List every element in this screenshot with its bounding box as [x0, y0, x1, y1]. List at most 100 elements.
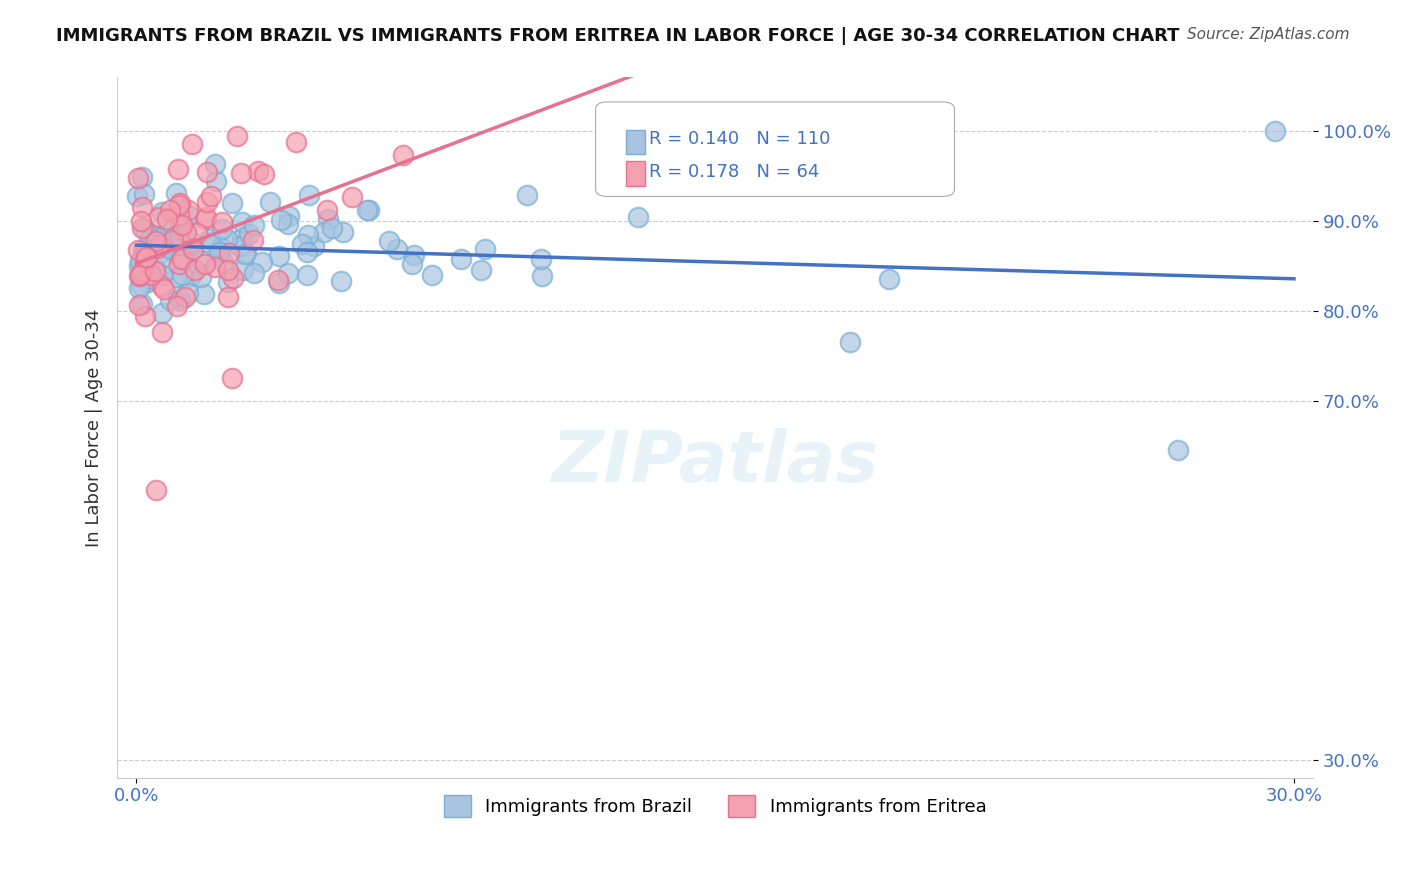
Immigrants from Brazil: [332, 226, 354, 240]
Immigrants from Eritrea: [135, 251, 157, 265]
Immigrants from Eritrea: [225, 128, 247, 143]
Immigrants from Eritrea: [150, 326, 173, 340]
Immigrants from Brazil: [243, 266, 266, 280]
Text: R = 0.178   N = 64: R = 0.178 N = 64: [650, 163, 820, 181]
Immigrants from Brazil: [129, 278, 152, 293]
Immigrants from Eritrea: [194, 256, 217, 270]
Immigrants from Eritrea: [131, 220, 153, 235]
Immigrants from Eritrea: [194, 210, 217, 224]
Immigrants from Eritrea: [186, 226, 208, 240]
Immigrants from Brazil: [150, 268, 173, 282]
Immigrants from Brazil: [134, 268, 156, 282]
Immigrants from Eritrea: [166, 299, 188, 313]
Immigrants from Brazil: [291, 236, 314, 251]
Immigrants from Eritrea: [149, 237, 172, 252]
Immigrants from Brazil: [134, 248, 156, 262]
Immigrants from Brazil: [149, 253, 172, 268]
Immigrants from Brazil: [150, 306, 173, 320]
Immigrants from Eritrea: [129, 214, 152, 228]
Immigrants from Eritrea: [174, 290, 197, 304]
Immigrants from Eritrea: [162, 233, 184, 247]
Immigrants from Brazil: [316, 212, 339, 227]
FancyBboxPatch shape: [626, 130, 645, 154]
Immigrants from Brazil: [233, 246, 256, 260]
Immigrants from Eritrea: [200, 188, 222, 202]
Immigrants from Brazil: [474, 242, 496, 256]
Immigrants from Brazil: [163, 228, 186, 243]
Immigrants from Brazil: [169, 252, 191, 267]
Immigrants from Eritrea: [156, 212, 179, 227]
Immigrants from Brazil: [132, 187, 155, 202]
Immigrants from Brazil: [131, 169, 153, 184]
Immigrants from Eritrea: [204, 260, 226, 274]
Immigrants from Eritrea: [284, 135, 307, 149]
Immigrants from Brazil: [250, 255, 273, 269]
Immigrants from Brazil: [146, 236, 169, 251]
Immigrants from Brazil: [129, 254, 152, 268]
Immigrants from Brazil: [159, 293, 181, 307]
Immigrants from Eritrea: [211, 214, 233, 228]
Immigrants from Eritrea: [127, 243, 149, 257]
Immigrants from Brazil: [127, 188, 149, 202]
Immigrants from Brazil: [138, 275, 160, 289]
Y-axis label: In Labor Force | Age 30-34: In Labor Force | Age 30-34: [86, 309, 103, 547]
Immigrants from Brazil: [136, 239, 159, 253]
Immigrants from Brazil: [179, 238, 201, 252]
Immigrants from Eritrea: [167, 161, 190, 176]
Immigrants from Brazil: [153, 237, 176, 252]
Immigrants from Brazil: [176, 285, 198, 300]
Immigrants from Brazil: [378, 235, 401, 249]
Immigrants from Eritrea: [176, 225, 198, 239]
Immigrants from Eritrea: [134, 248, 156, 262]
Immigrants from Brazil: [242, 218, 264, 232]
Immigrants from Brazil: [215, 232, 238, 246]
Immigrants from Brazil: [190, 270, 212, 285]
Immigrants from Brazil: [145, 262, 167, 277]
Immigrants from Eritrea: [340, 190, 363, 204]
Immigrants from Eritrea: [152, 282, 174, 296]
Immigrants from Brazil: [128, 260, 150, 274]
Immigrants from Eritrea: [145, 483, 167, 498]
Immigrants from Brazil: [839, 335, 862, 350]
Immigrants from Eritrea: [128, 268, 150, 283]
Immigrants from Brazil: [627, 210, 650, 224]
Immigrants from Brazil: [530, 252, 553, 266]
Immigrants from Brazil: [356, 203, 378, 218]
Immigrants from Brazil: [304, 239, 326, 253]
Immigrants from Eritrea: [221, 370, 243, 384]
Immigrants from Eritrea: [128, 297, 150, 311]
FancyBboxPatch shape: [596, 102, 955, 196]
Immigrants from Brazil: [404, 248, 426, 262]
Immigrants from Brazil: [195, 235, 218, 249]
Immigrants from Brazil: [139, 272, 162, 286]
Immigrants from Brazil: [204, 174, 226, 188]
Immigrants from Eritrea: [136, 250, 159, 264]
Immigrants from Eritrea: [148, 210, 170, 224]
Immigrants from Brazil: [177, 208, 200, 222]
Immigrants from Eritrea: [159, 202, 181, 217]
Immigrants from Brazil: [180, 269, 202, 284]
Immigrants from Brazil: [162, 220, 184, 235]
Immigrants from Eritrea: [242, 233, 264, 247]
Immigrants from Eritrea: [181, 242, 204, 256]
Immigrants from Brazil: [149, 245, 172, 260]
Immigrants from Eritrea: [131, 263, 153, 277]
Immigrants from Brazil: [169, 293, 191, 308]
Immigrants from Eritrea: [177, 203, 200, 218]
Immigrants from Brazil: [167, 219, 190, 234]
Immigrants from Brazil: [160, 242, 183, 256]
Immigrants from Eritrea: [253, 167, 276, 181]
Immigrants from Brazil: [211, 255, 233, 269]
Immigrants from Brazil: [145, 230, 167, 244]
Immigrants from Brazil: [170, 238, 193, 252]
Immigrants from Eritrea: [143, 264, 166, 278]
Immigrants from Eritrea: [167, 198, 190, 212]
Immigrants from Brazil: [877, 272, 900, 286]
Immigrants from Brazil: [150, 204, 173, 219]
Immigrants from Eritrea: [167, 208, 190, 222]
Immigrants from Brazil: [143, 238, 166, 252]
Immigrants from Brazil: [169, 229, 191, 244]
Immigrants from Brazil: [229, 239, 252, 253]
Text: IMMIGRANTS FROM BRAZIL VS IMMIGRANTS FROM ERITREA IN LABOR FORCE | AGE 30-34 COR: IMMIGRANTS FROM BRAZIL VS IMMIGRANTS FRO…: [56, 27, 1180, 45]
Immigrants from Brazil: [141, 227, 163, 242]
